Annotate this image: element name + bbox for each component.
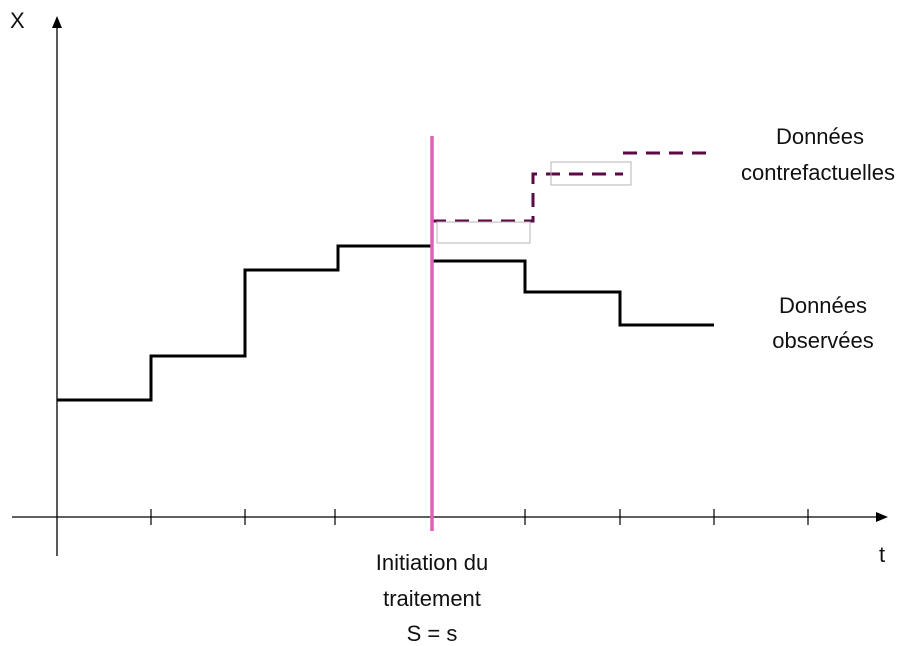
y-axis-arrowhead: [52, 16, 62, 28]
axes: [12, 26, 880, 556]
counterfactual-segment-frame: [550, 161, 632, 186]
treatment-label-line: Initiation du: [376, 550, 489, 575]
counterfactual-label-line: Données: [776, 124, 864, 149]
observed-label-line: Données: [779, 293, 867, 318]
counterfactual-segment-frame: [436, 221, 531, 244]
treatment-label: Initiation du traitement S = s: [376, 550, 489, 646]
treatment-label-line: S = s: [407, 621, 458, 646]
x-axis-ticks: [150, 509, 809, 525]
counterfactual-data-line: [432, 172, 623, 223]
treatment-label-line: traitement: [383, 586, 481, 611]
y-axis-label: X: [10, 8, 25, 33]
counterfactual-label: Données contrefactuelles: [741, 124, 895, 185]
observed-label-line: observées: [772, 328, 874, 353]
observed-label: Données observées: [772, 293, 874, 353]
x-axis-label: t: [879, 542, 885, 567]
observed-data-line: [57, 244, 714, 402]
counterfactual-label-line: contrefactuelles: [741, 160, 895, 185]
x-axis-arrowhead: [876, 512, 888, 522]
